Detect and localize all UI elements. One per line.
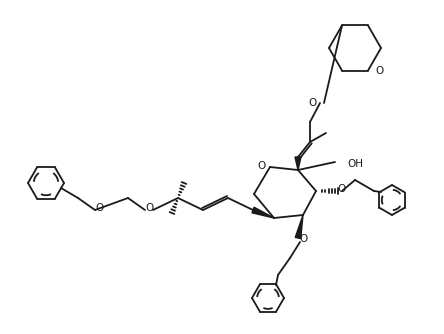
Text: O: O <box>299 234 307 244</box>
Text: O: O <box>145 203 153 213</box>
Text: O: O <box>309 98 317 108</box>
Text: O: O <box>375 65 383 75</box>
Text: OH: OH <box>347 159 363 169</box>
Polygon shape <box>295 215 303 238</box>
Polygon shape <box>252 207 274 218</box>
Text: O: O <box>95 203 103 213</box>
Text: O: O <box>338 184 346 194</box>
Polygon shape <box>295 157 301 170</box>
Text: O: O <box>258 161 266 171</box>
